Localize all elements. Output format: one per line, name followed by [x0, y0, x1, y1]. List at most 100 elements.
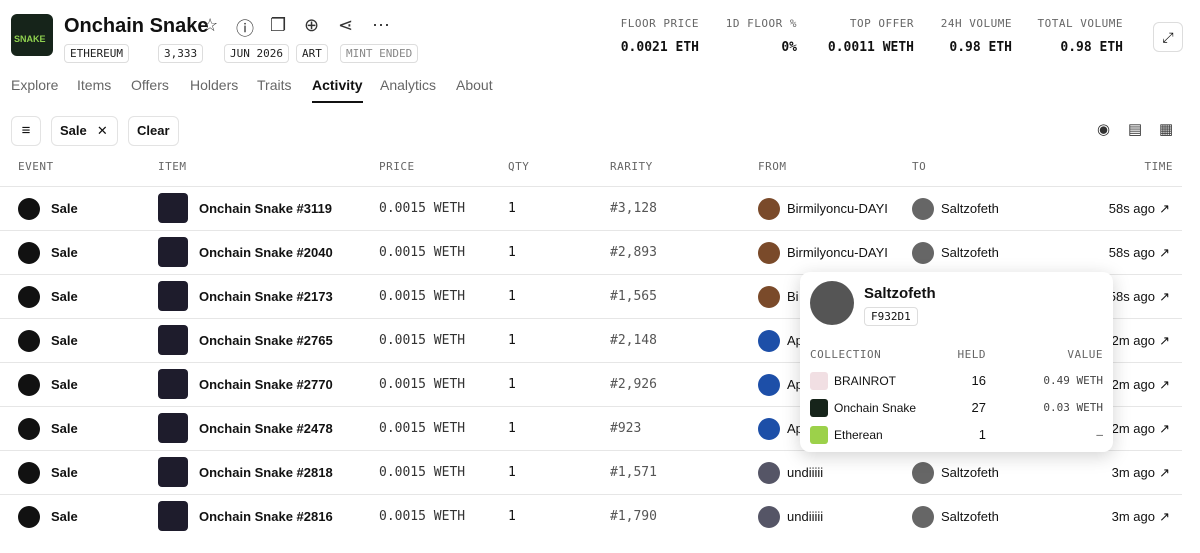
to-user[interactable]: Saltzofeth: [941, 245, 999, 260]
column-header: FROM: [758, 160, 787, 173]
to-user[interactable]: Saltzofeth: [941, 465, 999, 480]
column-header: TIME: [1144, 160, 1173, 173]
item-name[interactable]: Onchain Snake #2818: [199, 465, 333, 480]
price: 0.0015 WETH: [379, 465, 466, 480]
collection-name[interactable]: Onchain Snake: [834, 401, 917, 415]
item-name[interactable]: Onchain Snake #2478: [199, 421, 333, 436]
popover-address: F932D1: [864, 307, 918, 326]
collection-icon: [810, 426, 828, 444]
activity-row[interactable]: Sale Onchain Snake #2765 0.0015 WETH 1 #2,14…: [0, 318, 1182, 363]
event-icon: [18, 330, 40, 352]
external-link[interactable]: ↗: [1159, 421, 1170, 436]
collection-name[interactable]: BRAINROT: [834, 374, 897, 388]
collection-icon: [810, 399, 828, 417]
external-link[interactable]: ↗: [1159, 465, 1170, 480]
event-type: Sale: [51, 421, 78, 436]
header-icon-button[interactable]: ⊕: [304, 15, 320, 35]
external-link[interactable]: ↗: [1159, 333, 1170, 348]
from-user[interactable]: Ap: [787, 421, 803, 436]
column-header: RARITY: [610, 160, 653, 173]
activity-row[interactable]: Sale Onchain Snake #2818 0.0015 WETH 1 #1,57…: [0, 450, 1182, 495]
filter-chip[interactable]: Sale ✕: [51, 116, 118, 146]
header-icon-button[interactable]: ⋯: [372, 15, 390, 35]
header-icon-button[interactable]: ⓘ: [236, 19, 254, 39]
nav-tab[interactable]: Analytics: [380, 77, 437, 93]
price: 0.0015 WETH: [379, 333, 466, 348]
to-user[interactable]: Saltzofeth: [941, 509, 999, 524]
from-user[interactable]: undiiiii: [787, 465, 824, 480]
quantity: 1: [508, 509, 516, 524]
external-link[interactable]: ↗: [1159, 201, 1170, 216]
column-header: EVENT: [18, 160, 54, 173]
view-toggle[interactable]: ▦: [1159, 121, 1174, 138]
rarity: #923: [610, 421, 642, 436]
to-avatar: [912, 198, 934, 220]
event-icon: [18, 418, 40, 440]
stat-label: 24H VOLUME: [940, 17, 1012, 30]
nav-tab[interactable]: About: [456, 77, 493, 93]
clear-button[interactable]: Clear: [128, 116, 179, 146]
rarity: #1,565: [610, 289, 657, 304]
stat-value: 0.0021 ETH: [620, 40, 699, 55]
expand-button[interactable]: ⤢: [1153, 22, 1183, 52]
item-thumbnail: [158, 413, 188, 443]
nav-tab[interactable]: Activity: [312, 77, 363, 103]
nav-tab[interactable]: Holders: [190, 77, 239, 93]
activity-row[interactable]: Sale Onchain Snake #2770 0.0015 WETH 1 #2,92…: [0, 362, 1182, 407]
item-thumbnail: [158, 281, 188, 311]
filter-toggle[interactable]: ≡: [11, 116, 41, 146]
from-avatar: [758, 330, 780, 352]
collection-name[interactable]: Etherean: [834, 428, 883, 442]
view-toggle[interactable]: ▤: [1128, 121, 1143, 138]
stat-label: 1D FLOOR %: [725, 17, 797, 30]
nav-tab[interactable]: Items: [77, 77, 112, 93]
item-name[interactable]: Onchain Snake #2816: [199, 509, 333, 524]
nav-tab[interactable]: Explore: [11, 77, 59, 93]
view-toggle[interactable]: ◉: [1097, 121, 1111, 138]
holding-value: 0.03 WETH: [1043, 401, 1103, 414]
item-name[interactable]: Onchain Snake #3119: [199, 201, 332, 216]
activity-row[interactable]: Sale Onchain Snake #2040 0.0015 WETH 1 #2,89…: [0, 230, 1182, 275]
time: 2m ago: [1111, 421, 1155, 436]
collection-logo: SNAKE: [11, 14, 53, 56]
item-name[interactable]: Onchain Snake #2040: [199, 245, 333, 260]
stat-value: 0.98 ETH: [949, 40, 1012, 55]
from-user[interactable]: Ap: [787, 377, 803, 392]
to-user[interactable]: Saltzofeth: [941, 201, 999, 216]
chip-remove[interactable]: ✕: [96, 123, 108, 138]
nav-tab[interactable]: Offers: [131, 77, 169, 93]
column-header: ITEM: [158, 160, 187, 173]
quantity: 1: [508, 201, 516, 216]
time: 58s ago: [1108, 289, 1155, 304]
item-name[interactable]: Onchain Snake #2173: [199, 289, 333, 304]
quantity: 1: [508, 377, 516, 392]
item-name[interactable]: Onchain Snake #2770: [199, 377, 333, 392]
external-link[interactable]: ↗: [1159, 245, 1170, 260]
nav-tab[interactable]: Traits: [257, 77, 292, 93]
event-type: Sale: [51, 465, 78, 480]
collection-tag: MINT ENDED: [340, 44, 419, 63]
quantity: 1: [508, 245, 516, 260]
activity-row[interactable]: Sale Onchain Snake #2478 0.0015 WETH 1 #923 A…: [0, 406, 1182, 451]
rarity: #2,148: [610, 333, 657, 348]
external-link[interactable]: ↗: [1159, 509, 1170, 524]
from-user[interactable]: Birmilyoncu-DAYI: [787, 245, 888, 260]
from-user[interactable]: Bi: [787, 289, 799, 304]
from-user[interactable]: undiiiii: [787, 509, 824, 524]
event-icon: [18, 462, 40, 484]
from-user[interactable]: Birmilyoncu-DAYI: [787, 201, 888, 216]
header-icon-button[interactable]: ❐: [270, 15, 287, 35]
external-link[interactable]: ↗: [1159, 377, 1170, 392]
activity-row[interactable]: Sale Onchain Snake #2173 0.0015 WETH 1 #1,56…: [0, 274, 1182, 319]
activity-row[interactable]: Sale Onchain Snake #2816 0.0015 WETH 1 #1,79…: [0, 494, 1182, 539]
event-type: Sale: [51, 377, 78, 392]
collection-icon: [810, 372, 828, 390]
item-name[interactable]: Onchain Snake #2765: [199, 333, 333, 348]
from-user[interactable]: Ap: [787, 333, 803, 348]
external-link[interactable]: ↗: [1159, 289, 1170, 304]
header-icon-button[interactable]: ☆: [202, 15, 219, 35]
event-icon: [18, 374, 40, 396]
activity-row[interactable]: Sale Onchain Snake #3119 0.0015 WETH 1 #3,12…: [0, 186, 1182, 231]
header-icon-button[interactable]: ⋖: [338, 15, 354, 35]
